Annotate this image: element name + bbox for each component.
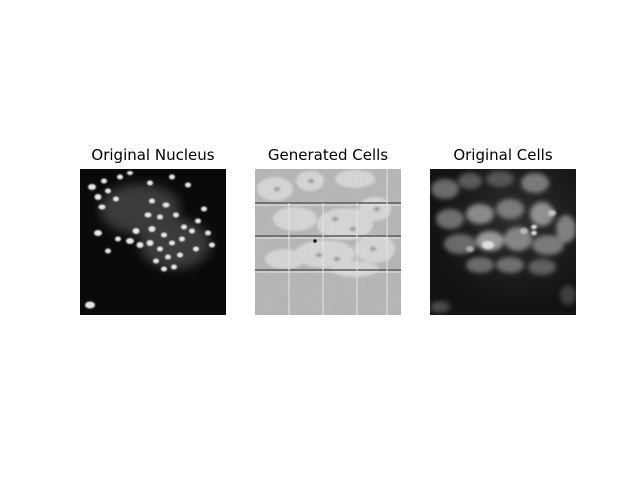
original-cells-image <box>430 169 576 315</box>
nucleus-image <box>80 169 226 315</box>
panel-title: Generated Cells <box>267 146 389 164</box>
generated-cells-image <box>255 169 401 315</box>
panel-title: Original Nucleus <box>91 146 215 164</box>
panel-title: Original Cells <box>453 146 553 164</box>
